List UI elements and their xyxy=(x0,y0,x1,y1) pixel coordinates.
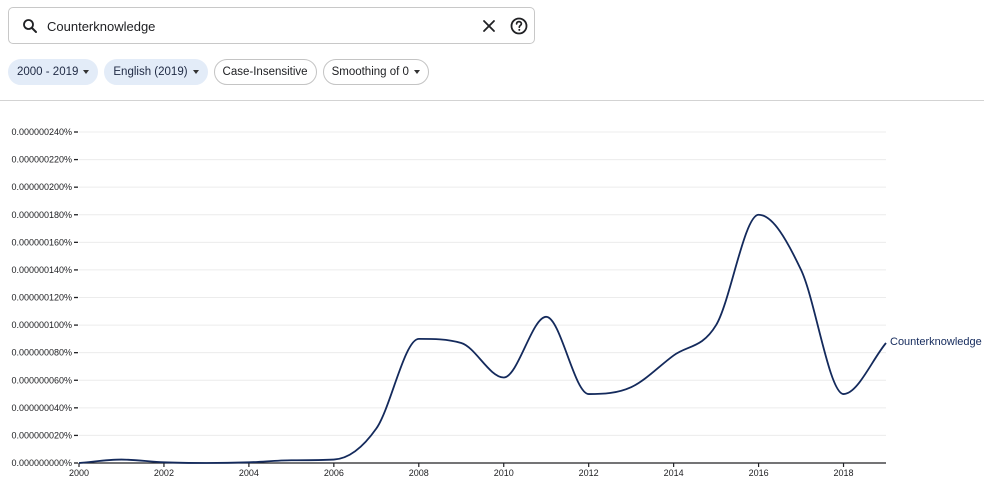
y-tick-label: 0.000000100% xyxy=(11,320,72,330)
y-tick-label: 0.000000020% xyxy=(11,430,72,440)
y-tick-label: 0.000000000% xyxy=(11,458,72,468)
divider xyxy=(0,100,984,101)
search-bar xyxy=(8,7,535,44)
search-icon xyxy=(23,19,37,33)
y-tick-label: 0.000000240% xyxy=(11,127,72,137)
search-input[interactable] xyxy=(47,14,467,38)
series-line[interactable] xyxy=(78,213,887,464)
x-tick-label: 2014 xyxy=(664,468,684,478)
x-tick-label: 2008 xyxy=(409,468,429,478)
x-tick-label: 2002 xyxy=(154,468,174,478)
x-tick-label: 2016 xyxy=(749,468,769,478)
corpus-dropdown[interactable]: English (2019) xyxy=(104,59,208,85)
filter-bar: 2000 - 2019 English (2019) Case-Insensit… xyxy=(8,59,429,85)
corpus-label: English (2019) xyxy=(113,66,188,78)
case-insensitive-toggle[interactable]: Case-Insensitive xyxy=(213,59,317,85)
close-icon[interactable] xyxy=(481,18,497,34)
x-tick-label: 2000 xyxy=(69,468,89,478)
x-tick-label: 2018 xyxy=(834,468,854,478)
y-tick-label: 0.000000040% xyxy=(11,403,72,413)
smoothing-label: Smoothing of 0 xyxy=(331,66,409,78)
chevron-down-icon xyxy=(83,70,90,74)
y-tick-label: 0.000000140% xyxy=(11,265,72,275)
y-tick-label: 0.000000160% xyxy=(11,237,72,247)
chevron-down-icon xyxy=(413,70,420,74)
x-tick-label: 2004 xyxy=(239,468,259,478)
x-tick-label: 2012 xyxy=(579,468,599,478)
help-icon[interactable] xyxy=(509,16,529,36)
y-tick-label: 0.000000120% xyxy=(11,293,72,303)
year-range-dropdown[interactable]: 2000 - 2019 xyxy=(8,59,99,85)
y-tick-label: 0.000000080% xyxy=(11,348,72,358)
smoothing-dropdown[interactable]: Smoothing of 0 xyxy=(322,59,429,85)
y-tick-label: 0.000000180% xyxy=(11,210,72,220)
y-tick-label: 0.000000060% xyxy=(11,375,72,385)
year-range-label: 2000 - 2019 xyxy=(17,66,79,78)
chevron-down-icon xyxy=(192,70,199,74)
y-tick-label: 0.000000200% xyxy=(11,182,72,192)
series-label[interactable]: Counterknowledge xyxy=(890,336,982,348)
case-label: Case-Insensitive xyxy=(222,66,308,78)
y-tick-label: 0.000000220% xyxy=(11,155,72,165)
x-tick-label: 2006 xyxy=(324,468,344,478)
x-tick-label: 2010 xyxy=(494,468,514,478)
